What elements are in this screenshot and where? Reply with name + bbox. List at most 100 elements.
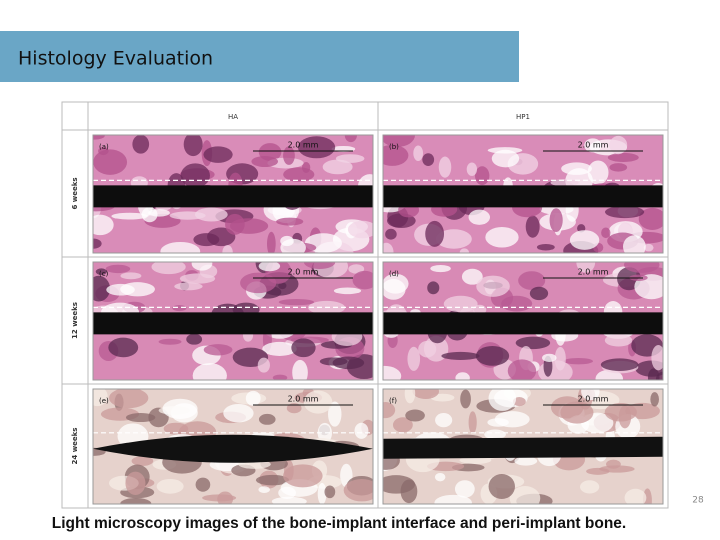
tissue-blob	[93, 275, 111, 302]
tissue-blob	[194, 207, 228, 222]
tissue-blob	[223, 403, 254, 423]
tissue-blob	[183, 135, 203, 157]
implant-gap	[93, 185, 373, 208]
tissue-blob	[584, 138, 602, 153]
tissue-blob	[587, 160, 609, 185]
tissue-blob	[193, 233, 220, 247]
tissue-blob	[383, 278, 406, 300]
tissue-blob	[385, 228, 397, 240]
tissue-blob	[422, 153, 435, 166]
tissue-blob	[609, 135, 628, 155]
tissue-blob	[554, 346, 566, 371]
tissue-blob	[93, 389, 108, 407]
tissue-blob	[542, 353, 557, 363]
tissue-blob	[491, 149, 520, 168]
tissue-blob	[292, 359, 308, 380]
tissue-blob	[105, 264, 131, 274]
tissue-blob	[487, 147, 523, 154]
tissue-blob	[407, 346, 421, 371]
implant-gap	[383, 436, 663, 459]
tissue-blob	[303, 390, 333, 414]
image-border	[92, 388, 374, 505]
tissue-blob	[125, 471, 146, 495]
tissue-blob	[601, 227, 611, 239]
tissue-blob	[93, 135, 105, 140]
tissue-blob	[607, 152, 639, 162]
scale-label: 2.0 mm	[578, 141, 609, 150]
tissue-blob	[267, 231, 276, 253]
tissue-blob	[93, 214, 114, 236]
image-border	[92, 134, 374, 254]
tissue-blob	[459, 456, 492, 465]
tissue-blob	[536, 243, 555, 251]
tissue-blob	[468, 209, 491, 225]
tissue-blob	[255, 474, 290, 486]
image-content	[383, 389, 663, 504]
tissue-blob	[258, 486, 270, 494]
image-border	[382, 134, 664, 254]
tissue-blob	[624, 488, 647, 504]
tissue-blob	[550, 179, 579, 187]
tissue-blob	[425, 220, 445, 247]
tissue-blob	[225, 213, 245, 235]
tissue-blob	[272, 374, 288, 380]
tissue-blob	[488, 389, 517, 411]
tissue-blob	[322, 159, 353, 175]
image-content	[383, 135, 663, 253]
tissue-blob	[283, 464, 323, 488]
tissue-blob	[332, 356, 365, 370]
tissue-blob	[347, 220, 373, 239]
histology-image	[92, 134, 374, 254]
tissue-blob	[518, 271, 546, 290]
tissue-blob	[600, 358, 639, 371]
tissue-blob	[276, 217, 304, 226]
tissue-blob	[412, 389, 440, 400]
tissue-blob	[460, 389, 471, 409]
tissue-blob	[441, 351, 480, 360]
tissue-blob	[156, 478, 184, 494]
page-number: 28	[692, 496, 704, 506]
implant-gap	[383, 185, 663, 208]
tissue-blob	[245, 390, 261, 406]
implant-gap	[93, 434, 373, 463]
tissue-blob	[111, 212, 148, 220]
scale-label: 2.0 mm	[578, 268, 609, 277]
tissue-blob	[195, 477, 211, 492]
tissue-blob	[158, 338, 182, 345]
tissue-blob	[413, 145, 424, 162]
scale-label: 2.0 mm	[288, 395, 319, 404]
tissue-blob	[125, 413, 156, 423]
tissue-blob	[606, 459, 621, 469]
tissue-blob	[509, 486, 541, 504]
tissue-blob	[569, 230, 600, 250]
tissue-blob	[484, 429, 506, 440]
tissue-blob	[331, 145, 356, 152]
tissue-blob	[604, 205, 645, 219]
tissue-blob	[258, 262, 281, 272]
column-header: HA	[228, 113, 238, 121]
tissue-blob	[461, 268, 483, 285]
tissue-blob	[343, 479, 373, 502]
tissue-blob	[317, 482, 327, 504]
tissue-blob	[271, 496, 307, 504]
scale-label: 2.0 mm	[288, 268, 319, 277]
tissue-blob	[383, 242, 394, 253]
histology-image	[92, 261, 374, 381]
tissue-blob	[438, 156, 452, 178]
tissue-blob	[93, 238, 102, 249]
row-label: 12 weeks	[71, 302, 79, 339]
tissue-blob	[563, 358, 593, 365]
tissue-blob	[120, 282, 155, 297]
tissue-blob	[468, 411, 477, 434]
tissue-blob	[348, 264, 365, 274]
tissue-blob	[303, 262, 336, 270]
tissue-blob	[560, 401, 594, 424]
tissue-blob	[622, 235, 646, 253]
tissue-blob	[283, 167, 315, 182]
title-bar	[0, 31, 519, 82]
tissue-blob	[604, 334, 633, 347]
tissue-blob	[404, 389, 416, 404]
tissue-blob	[383, 402, 396, 419]
panel-label: (a)	[99, 143, 109, 151]
